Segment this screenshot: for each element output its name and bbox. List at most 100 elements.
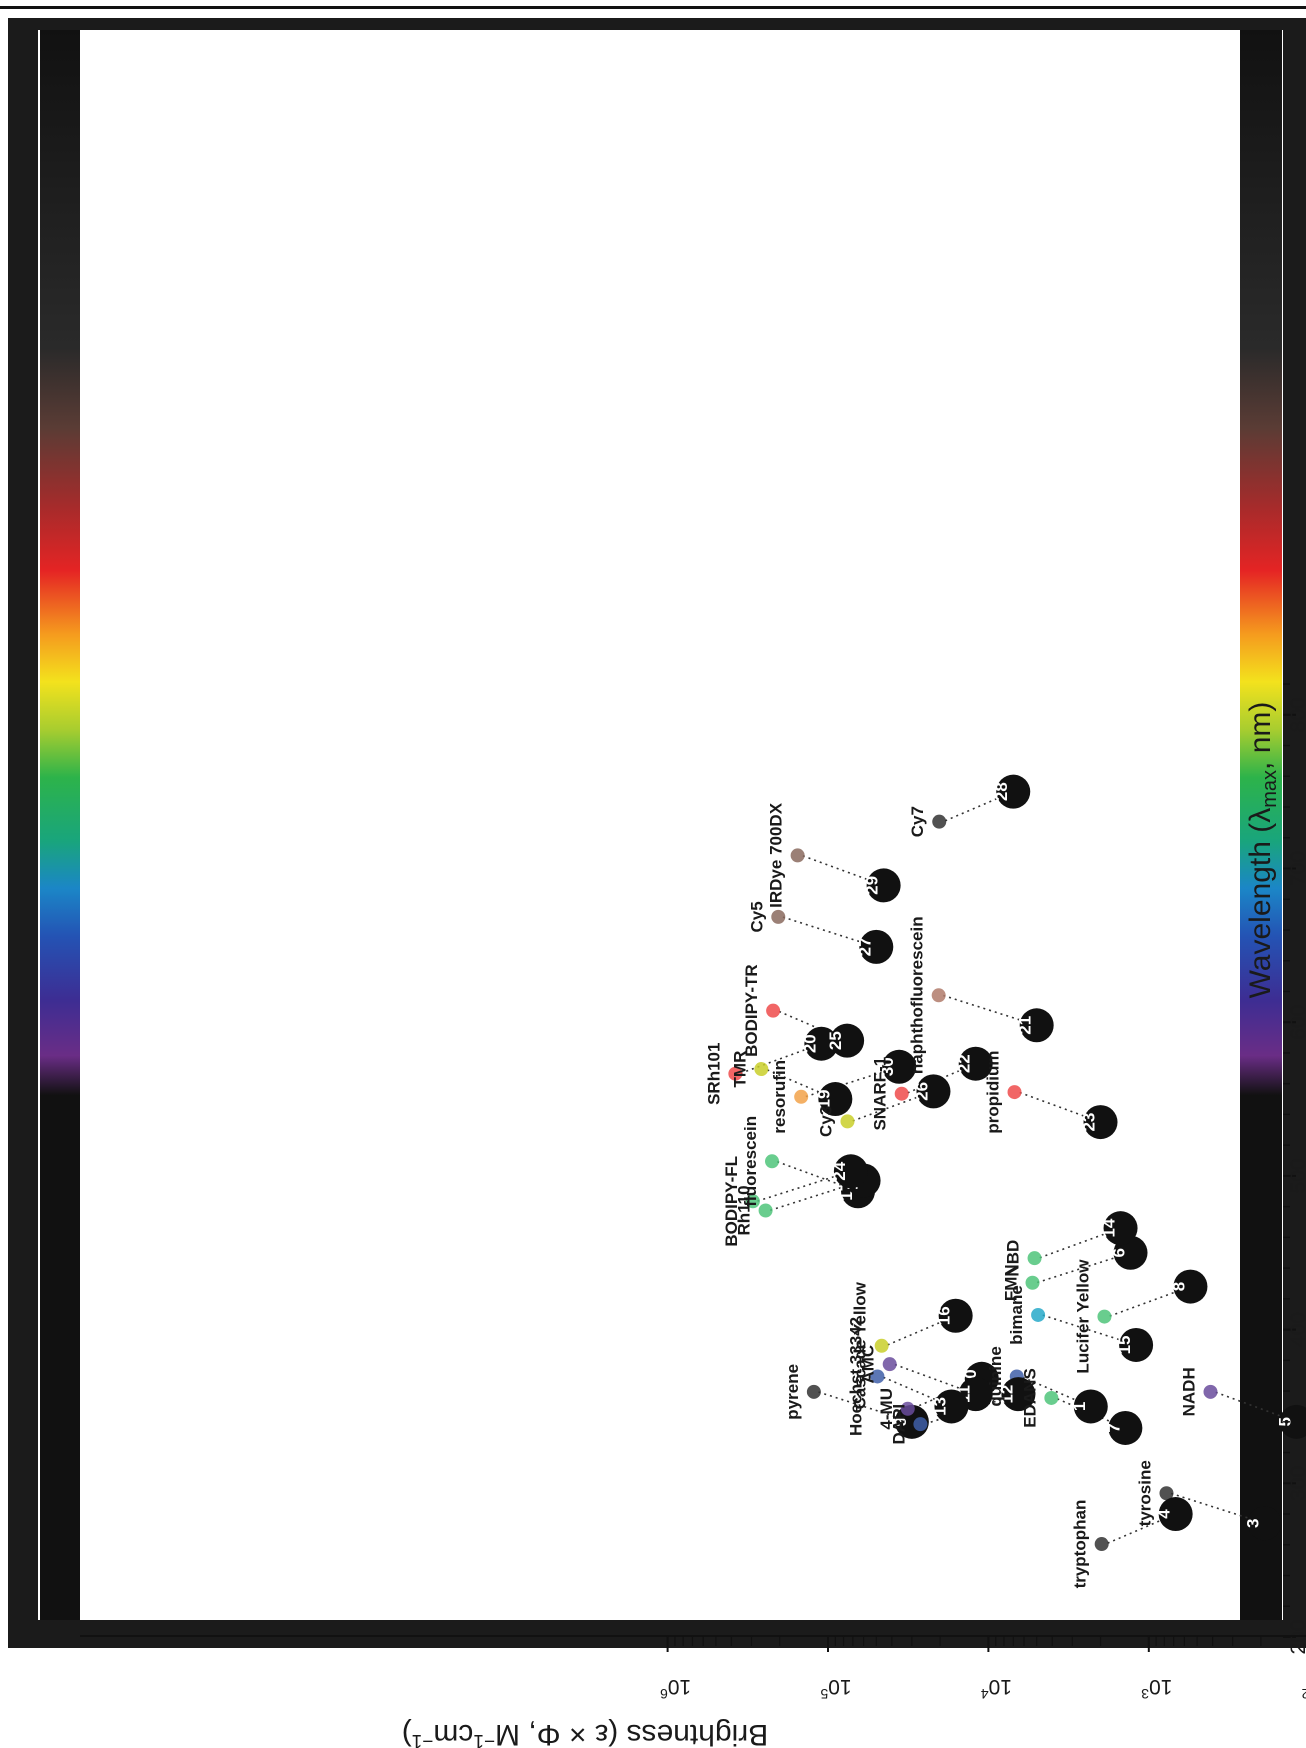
compound-badge-29 [866, 868, 901, 903]
compound-name-12: DAPI [889, 1404, 908, 1445]
compound-color-dot [790, 848, 805, 863]
leader-line-8 [1108, 1285, 1191, 1318]
compound-color-dot [1031, 1307, 1046, 1322]
leader-line-21 [942, 994, 1037, 1027]
leader-line-20 [739, 1042, 822, 1075]
compound-badges: 1234567891011121314151617181920212223242… [728, 774, 1306, 1552]
compound-names: quininephenylalaninetyrosinetryptophanNA… [704, 802, 1198, 1589]
y-tick-label: 102 [1301, 1675, 1306, 1702]
compound-badge-number: 15 [1115, 1336, 1134, 1355]
compound-badge-number: 30 [878, 1057, 897, 1076]
compound-color-dot [913, 1417, 928, 1432]
compound-color-dot [900, 1401, 915, 1416]
compound-badge-1 [1073, 1389, 1108, 1424]
x-axis-title: Wavelength (λmax, nm) [1244, 702, 1281, 999]
compound-badge-5 [1279, 1404, 1306, 1439]
compound-badge-7 [1108, 1410, 1143, 1445]
compound-badge-number: 19 [814, 1090, 833, 1109]
compound-name-10: 4-MU [877, 1388, 896, 1430]
x-tick-label: 300 [1287, 1466, 1306, 1501]
compound-name-21: naphthofluorescein [908, 916, 927, 1074]
compound-badge-number: 7 [1104, 1423, 1123, 1432]
compound-name-11: AMC [859, 1345, 878, 1384]
compound-badge-number: 9 [891, 1417, 910, 1426]
x-tick-label: 500 [1287, 1158, 1306, 1193]
compound-badge-number: 3 [1243, 1519, 1262, 1528]
compound-badge-number: 29 [863, 876, 882, 895]
compound-badge-14 [1103, 1211, 1138, 1246]
compound-color-dot [1025, 1275, 1040, 1290]
x-tick-label: 700 [1287, 851, 1306, 886]
top-rule [0, 6, 1306, 9]
compound-name-24: BODIPY-FL [722, 1156, 741, 1247]
compound-color-dot [874, 1338, 889, 1353]
compound-name-6: FMN [1002, 1264, 1021, 1301]
compound-color-dot [771, 909, 786, 924]
compound-color-dot [758, 1203, 773, 1218]
compound-badge-26 [916, 1074, 951, 1109]
leader-line-24 [756, 1170, 852, 1203]
compound-color-dot [931, 988, 946, 1003]
y-tick-label: 103 [1141, 1675, 1172, 1702]
compound-color-dot [1203, 1384, 1218, 1399]
compound-badge-number: 12 [997, 1385, 1016, 1404]
compound-color-dot [1044, 1390, 1059, 1405]
compound-color-dot [1097, 1309, 1112, 1324]
leader-line-14 [1038, 1227, 1121, 1259]
compound-badge-number: 20 [800, 1034, 819, 1053]
compound-color-dot [1159, 1486, 1174, 1501]
compound-name-20: SRh101 [704, 1043, 723, 1105]
x-tick-label: 800 [1287, 697, 1306, 732]
compound-badge-21 [1019, 1008, 1054, 1043]
leader-line-27 [782, 916, 877, 948]
y-tick-label: 104 [981, 1675, 1012, 1702]
compound-name-26: Cy3 [816, 1106, 835, 1137]
compound-badge-number: 14 [1100, 1218, 1119, 1237]
leader-line-5 [1214, 1391, 1297, 1423]
compound-name-22: SNARF-1 [871, 1057, 890, 1131]
compound-name-14: NBD [1004, 1240, 1023, 1277]
spectrum-strip-right [1240, 30, 1282, 1620]
compound-badge-23 [1083, 1105, 1118, 1140]
compound-badge-15 [1119, 1327, 1154, 1362]
compound-color-dot [932, 814, 947, 829]
compound-badge-30 [882, 1049, 917, 1084]
compound-badge-27 [859, 929, 894, 964]
leader-line-3 [1170, 1492, 1265, 1525]
compound-badge-8 [1173, 1269, 1208, 1304]
leader-line-26 [851, 1090, 934, 1123]
leader-line-29 [801, 854, 884, 887]
compound-badge-number: 28 [992, 782, 1011, 801]
compound-color-dot [1094, 1537, 1109, 1552]
compound-name-28: Cy7 [908, 806, 927, 837]
compound-badge-25 [830, 1023, 865, 1058]
x-tick-label: 600 [1287, 1005, 1306, 1040]
compound-name-29: IRDye 700DX [767, 802, 786, 908]
compound-name-17: fluorescein [741, 1116, 760, 1207]
leader-line-23 [1018, 1091, 1101, 1123]
leader-line-15 [1041, 1314, 1137, 1346]
compound-badge-number: 23 [1080, 1113, 1099, 1132]
compound-name-16: Cascade Yellow [851, 1281, 870, 1409]
compound-color-dot [794, 1089, 809, 1104]
compound-name-19: TMR [730, 1051, 749, 1088]
compound-color-dot [840, 1114, 855, 1129]
compound-color-dot [870, 1369, 885, 1384]
compound-badge-number: 22 [955, 1054, 974, 1073]
compound-name-1: quinine [986, 1346, 1005, 1406]
compound-badge-22 [958, 1046, 993, 1081]
compound-color-dot [894, 1086, 909, 1101]
compound-color-dot [1007, 1085, 1022, 1100]
compound-badge-24 [833, 1154, 868, 1189]
compound-name-9: pyrene [783, 1364, 802, 1420]
compound-badge-number: 27 [855, 937, 874, 956]
compound-color-dot [765, 1154, 780, 1169]
compound-badge-20 [804, 1026, 839, 1061]
compound-color-dot [766, 1003, 781, 1018]
compound-name-4: tryptophan [1071, 1500, 1090, 1589]
compound-badge-number: 16 [935, 1306, 954, 1325]
compound-badge-number: 8 [1169, 1282, 1188, 1291]
compound-name-27: Cy5 [747, 901, 766, 932]
leader-line-9 [817, 1391, 913, 1423]
